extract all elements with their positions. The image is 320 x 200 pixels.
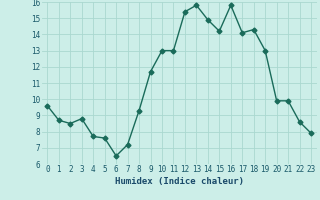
X-axis label: Humidex (Indice chaleur): Humidex (Indice chaleur) (115, 177, 244, 186)
